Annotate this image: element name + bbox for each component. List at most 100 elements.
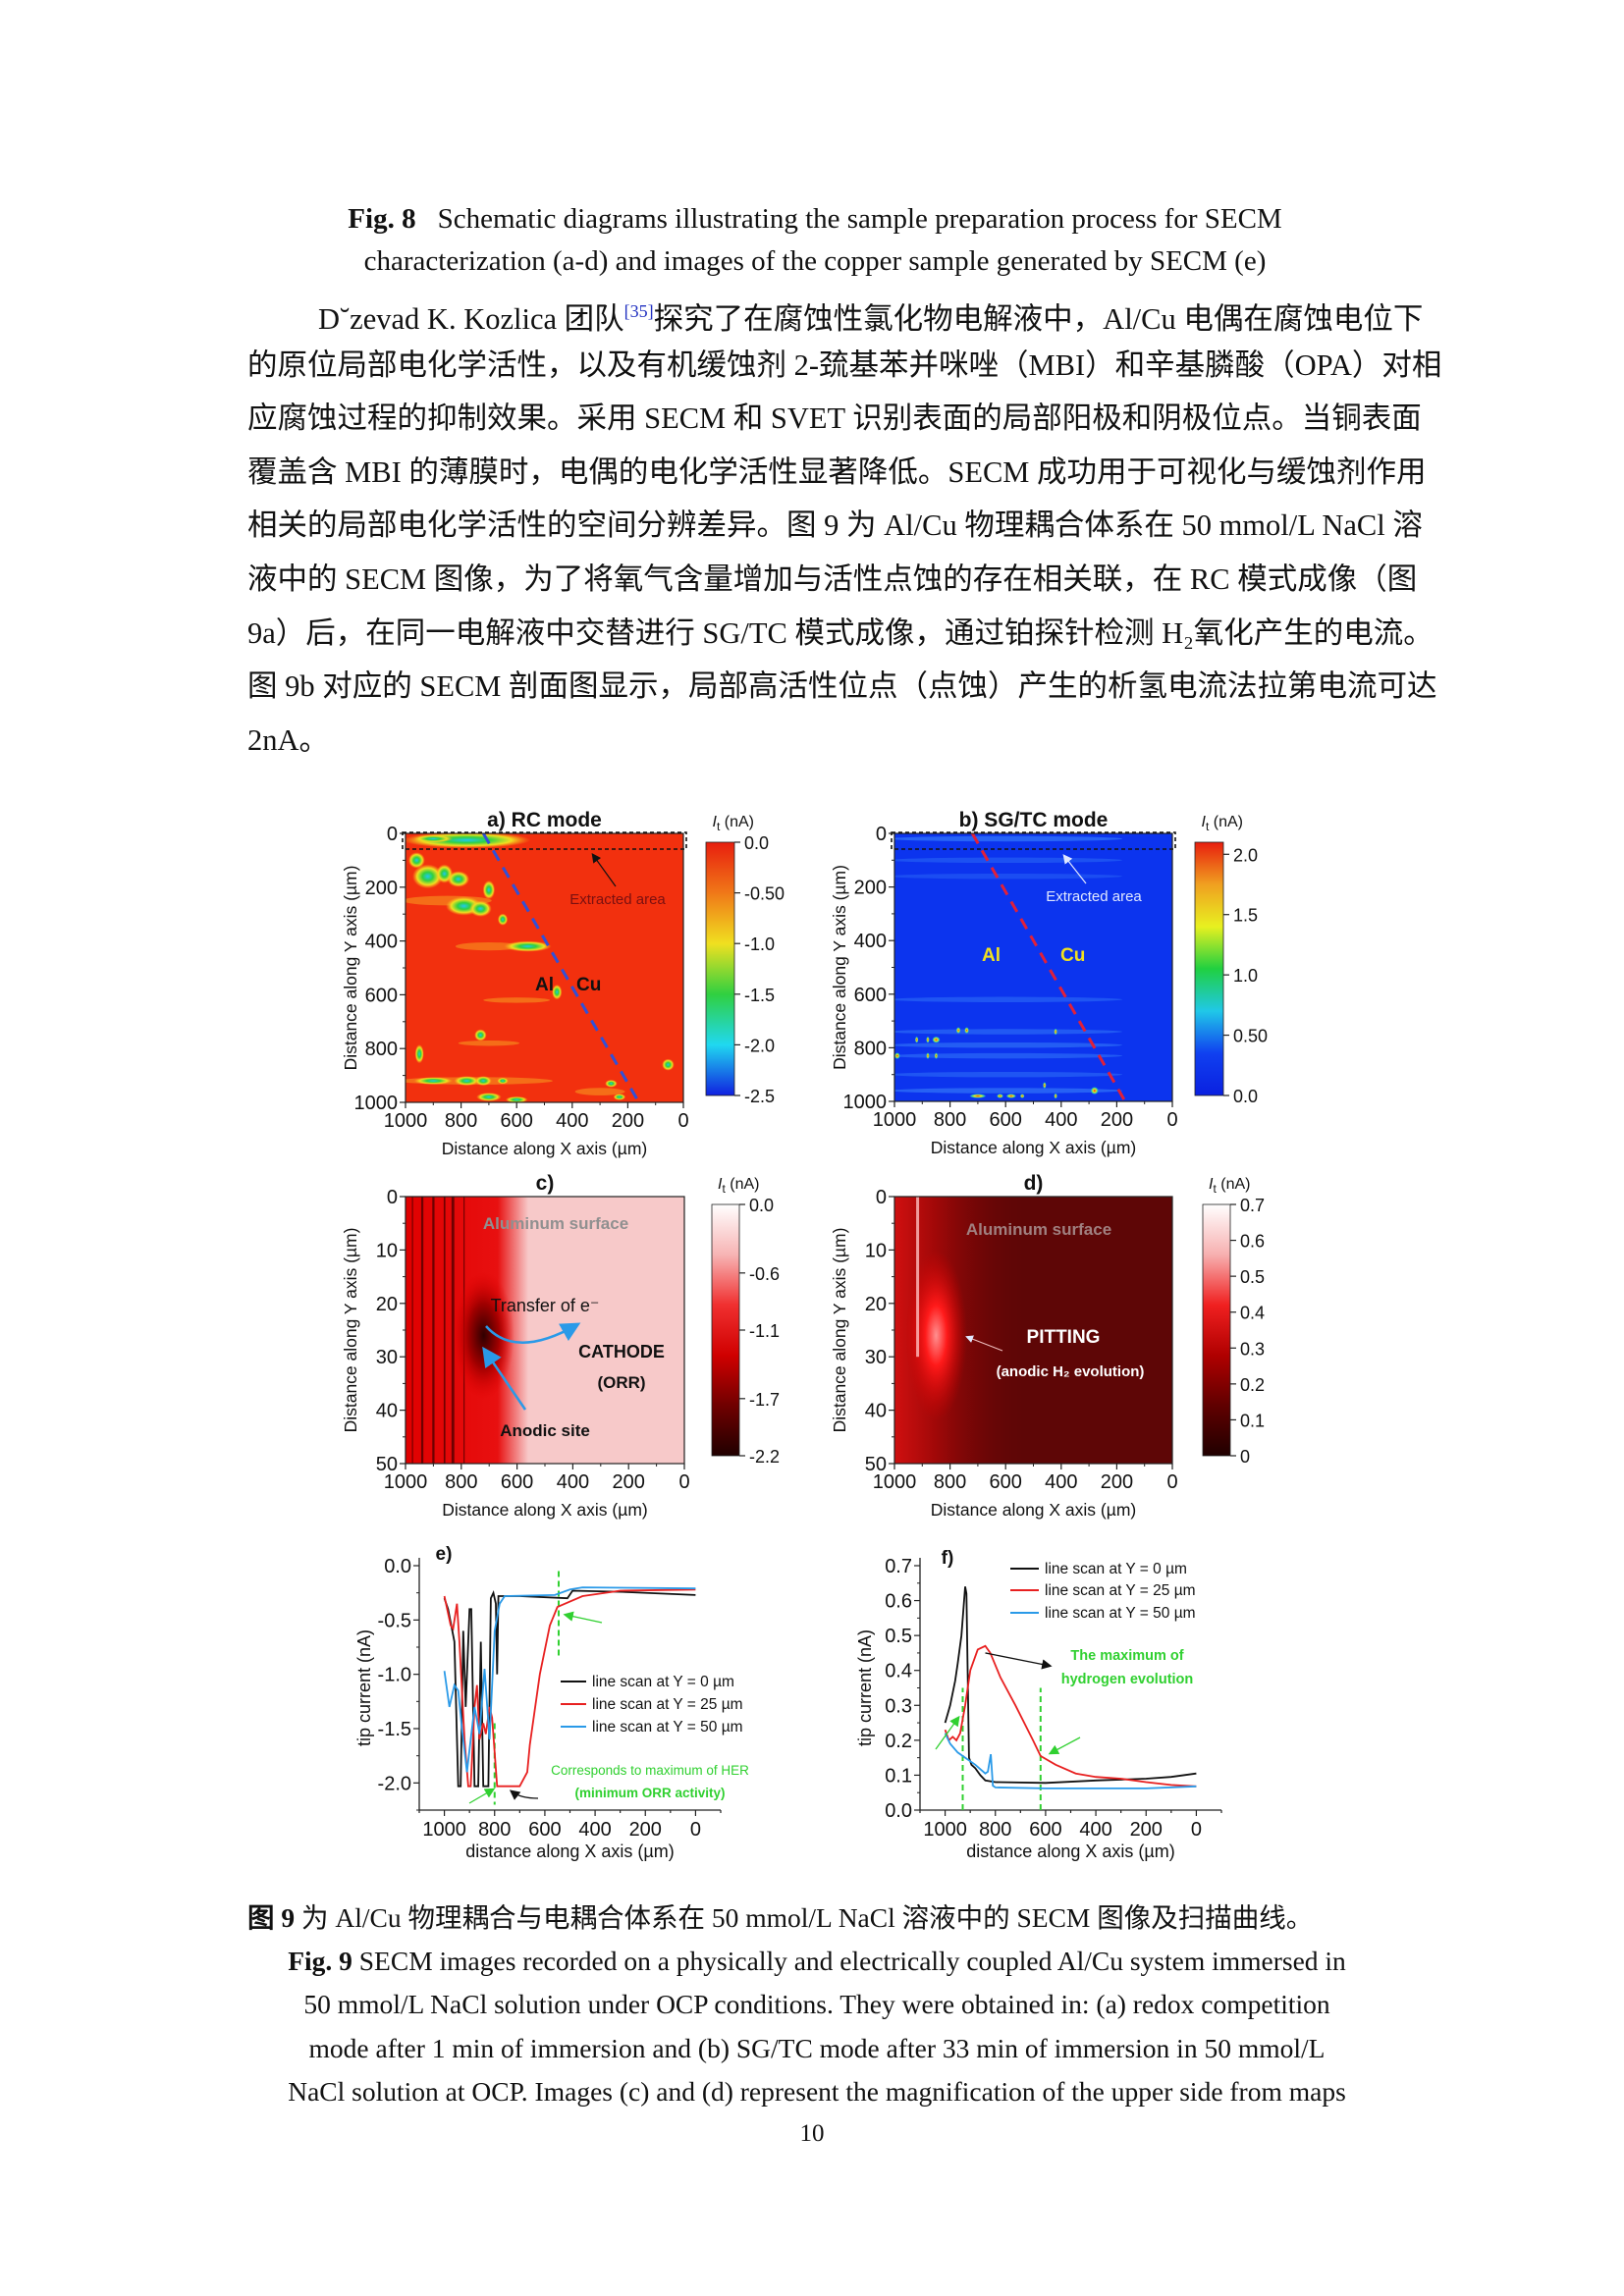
colorbar-tick-label: -1.0	[744, 934, 775, 954]
x-tick-label: 0	[677, 1110, 688, 1132]
colorbar-tick-label: 0.0	[749, 1196, 774, 1215]
x-tick-label: 200	[613, 1471, 645, 1493]
heatmap-streak	[894, 1052, 1123, 1059]
active-spot	[1019, 1094, 1025, 1098]
y-tick-label: 0	[387, 824, 398, 845]
y-tick-label: -0.5	[378, 1610, 411, 1631]
x-axis-label: Distance along X axis (µm)	[931, 1138, 1136, 1157]
series-line-1	[944, 1644, 1197, 1788]
corrosion-spot	[474, 1076, 492, 1087]
colorbar-tick-label: -0.6	[749, 1264, 780, 1284]
x-tick-label: 800	[934, 1471, 966, 1493]
x-tick-label: 1000	[873, 1471, 917, 1493]
series-line-1	[443, 1588, 696, 1788]
y-axis-label: Distance along Y axis (µm)	[341, 1228, 360, 1433]
anodic-site-label: Anodic site	[500, 1421, 590, 1440]
colorbar	[705, 841, 735, 1096]
corrosion-spot	[605, 1079, 618, 1088]
x-axis-label: Distance along X axis (µm)	[442, 1500, 647, 1520]
x-tick-label: 1000	[873, 1109, 917, 1131]
corrosion-spot	[474, 1029, 487, 1041]
colorbar-symbol: I	[713, 814, 718, 830]
colorbar-tick-label: 2.0	[1233, 845, 1258, 865]
body-text: D˘zevad K. Kozlica 团队	[318, 302, 624, 336]
y-tick-label: 50	[865, 1454, 887, 1475]
page-number: 10	[799, 2120, 825, 2147]
active-spot	[955, 1027, 961, 1034]
panel-e: 0.0 -0.5 -1.0 -1.5 -2.0 1000 800 600 400 200 0 dist…	[354, 1544, 749, 1861]
x-tick-label: 600	[990, 1471, 1022, 1493]
arrow-icon	[935, 1715, 960, 1750]
heatmap-background	[894, 833, 1172, 1101]
corrosion-spot	[476, 1093, 502, 1101]
y-tick-label: 0	[876, 824, 887, 845]
x-tick-label: 0	[690, 1819, 701, 1841]
colorbar-subscript: t	[717, 820, 721, 833]
fig9-cn-label: 图 9	[247, 1902, 296, 1933]
x-tick-label: 0	[678, 1471, 689, 1493]
fig9-caption: 图 9 为 Al/Cu 物理耦合与电耦合体系在 50 mmol/L NaCl 溶…	[247, 1896, 1386, 2113]
aluminum-surface-label: Aluminum surface	[966, 1220, 1111, 1239]
arrow-icon	[1062, 854, 1087, 884]
colorbar-tick-label: 0.4	[1240, 1304, 1265, 1323]
y-tick-label: 0.0	[384, 1556, 411, 1577]
colorbar-unit: (nA)	[720, 814, 754, 830]
y-axis-label: Distance along Y axis (µm)	[830, 865, 849, 1070]
corrosion-spot	[454, 1076, 479, 1087]
heatmap-streak	[458, 1040, 520, 1046]
heatmap-streak	[894, 1088, 1123, 1094]
x-tick-label: 400	[557, 1471, 589, 1493]
x-tick-label: 600	[990, 1109, 1022, 1131]
y-tick-label: 0.4	[885, 1661, 912, 1682]
x-tick-label: 200	[1101, 1109, 1133, 1131]
y-tick-label: 0.0	[885, 1800, 912, 1822]
legend-label: line scan at Y = 50 µm	[1045, 1605, 1196, 1622]
body-line: 图 9b 对应的 SECM 剖面图显示，局部高活性位点（点蚀）产生的析氢电流法拉…	[247, 669, 1437, 704]
body-line: 的原位局部电化学活性，以及有机缓蚀剂 2-巯基苯并咪唑（MBI）和辛基膦酸（OP…	[247, 347, 1442, 382]
corrosion-spot	[497, 913, 509, 926]
y-axis-label: tip current (nA)	[855, 1629, 875, 1746]
active-spot	[926, 1052, 930, 1059]
panel-title: d)	[1024, 1172, 1044, 1195]
colorbar-tick-label: -0.50	[744, 884, 785, 904]
x-tick-label: 200	[1130, 1819, 1163, 1841]
colorbar-tick-label: 1.5	[1233, 906, 1258, 926]
fig9-cn-text: 为 Al/Cu 物理耦合与电耦合体系在 50 mmol/L NaCl 溶液中的 …	[295, 1902, 1314, 1933]
x-axis-label: Distance along X axis (µm)	[442, 1139, 647, 1158]
colorbar-tick-label: -2.5	[744, 1087, 775, 1106]
fig8-caption-line: characterization (a-d) and images of the…	[363, 245, 1267, 277]
arrow-icon	[591, 853, 617, 887]
fig8-caption-line: Fig. 8 Schematic diagrams illustrating th…	[295, 198, 1335, 240]
label-al: Al	[535, 975, 554, 995]
citation-link[interactable]: [35]	[623, 301, 654, 321]
y-tick-label: -1.0	[378, 1665, 411, 1686]
colorbar-label: It (nA)	[718, 1176, 759, 1196]
arrow-icon	[985, 1652, 1053, 1670]
colorbar-subscript: t	[1213, 1182, 1217, 1196]
colorbar-symbol: I	[718, 1176, 723, 1193]
series-line-2	[944, 1733, 1197, 1789]
colorbar-tick-label: -1.7	[749, 1390, 780, 1410]
x-tick-label: 800	[445, 1110, 477, 1132]
fig9-en-text: SECM images recorded on a physically and…	[352, 1946, 1346, 1977]
corrosion-spot	[447, 871, 470, 887]
anodic-arrow-icon	[482, 1346, 527, 1411]
x-tick-label: 600	[501, 1471, 533, 1493]
y-tick-label: -2.0	[378, 1773, 411, 1794]
x-tick-label: 600	[1029, 1819, 1061, 1841]
fig8-caption: Fig. 8 Schematic diagrams illustrating th…	[295, 198, 1335, 283]
panel-title: a) RC mode	[487, 809, 602, 831]
x-tick-label: 1000	[384, 1471, 428, 1493]
x-tick-label: 1000	[384, 1110, 428, 1132]
y-tick-label: 0.7	[885, 1556, 912, 1577]
heatmap-streak	[894, 857, 1123, 864]
arrow-icon	[965, 1335, 1003, 1352]
y-tick-label: 0.2	[885, 1731, 912, 1752]
y-tick-label: 800	[365, 1039, 398, 1060]
active-spot	[1005, 1094, 1016, 1098]
x-tick-label: 0	[1191, 1819, 1202, 1841]
active-spot	[932, 1036, 941, 1043]
x-tick-label: 1000	[923, 1819, 967, 1841]
body-line: 9a）后，在同一电解液中交替进行 SG/TC 模式成像，通过铂探针检测 H₂氧化…	[247, 615, 1434, 650]
al-cu-boundary	[970, 833, 1127, 1101]
